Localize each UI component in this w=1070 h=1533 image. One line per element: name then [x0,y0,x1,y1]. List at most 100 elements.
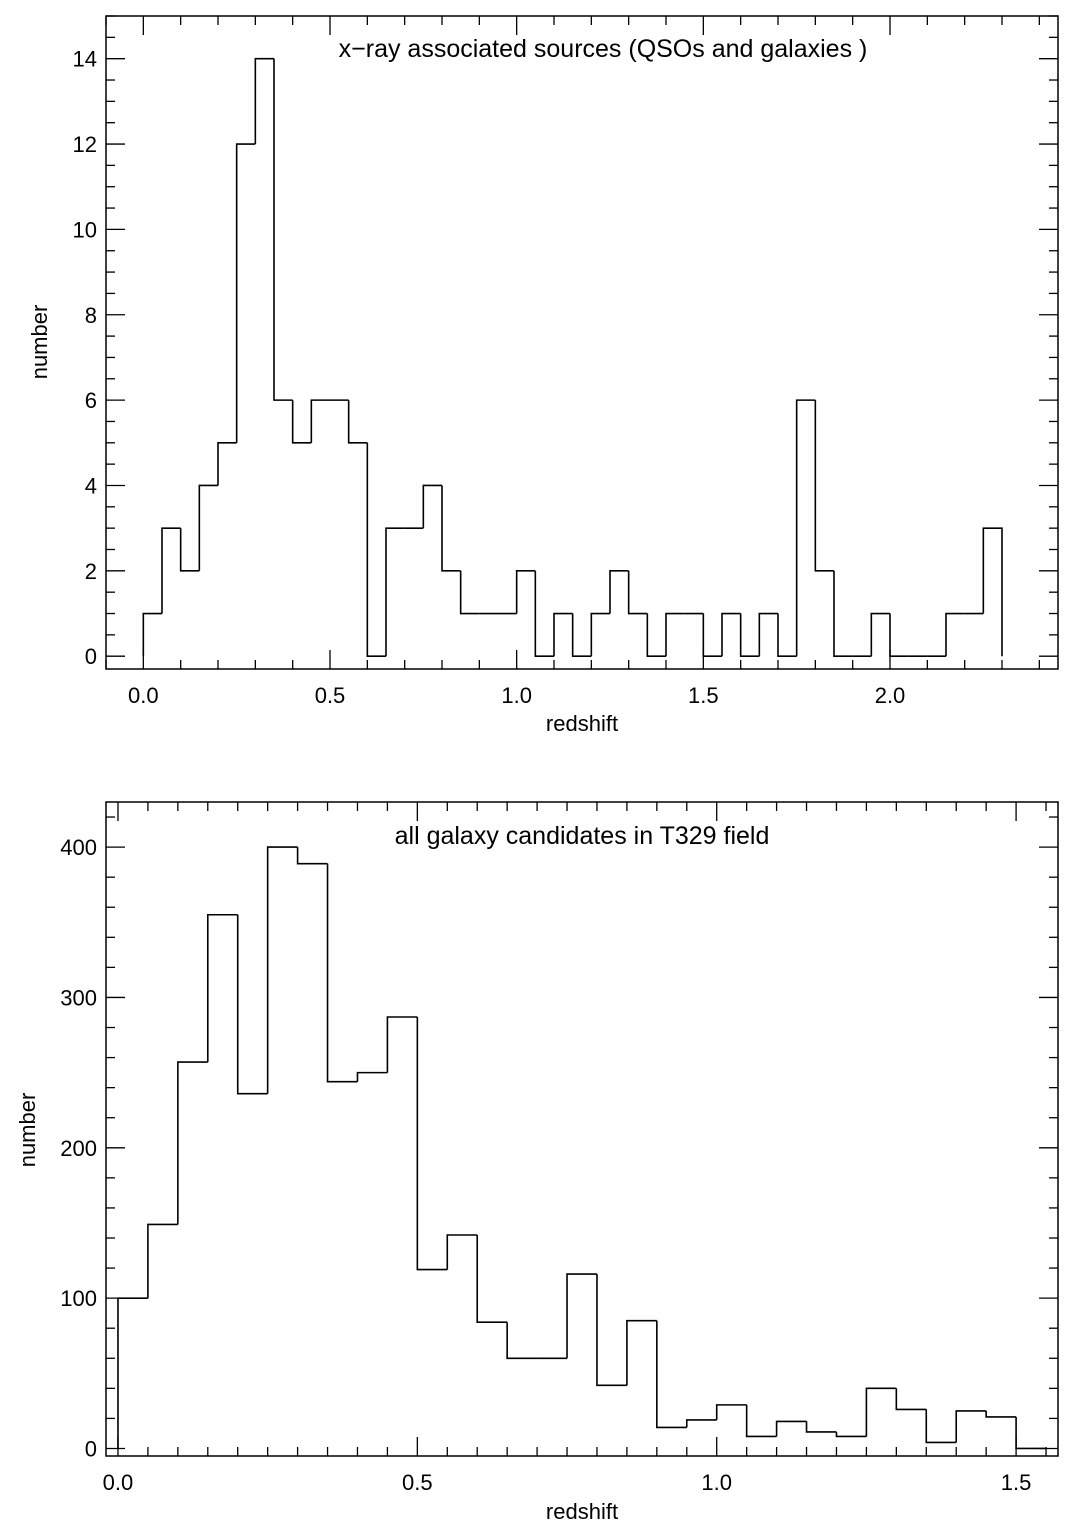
top-histogram-bin-13 [385,527,405,657]
top-y-tick-label: 2 [85,559,97,584]
top-y-axis-label: number [27,305,52,380]
top-histogram-bin-5 [235,143,256,443]
top-histogram-panel: x−ray associated sources (QSOs and galax… [27,15,1059,736]
bottom-x-axis-label: redshift [546,1499,618,1524]
bottom-histogram-panel: all galaxy candidates in T329 field reds… [15,801,1059,1524]
top-x-tick-label: 1.5 [688,683,719,708]
top-y-tick-label: 6 [85,388,97,413]
bottom-plot-frame [105,801,1059,1457]
top-histogram-bin-35 [795,399,816,657]
top-x-tick-label: 0.5 [315,683,346,708]
top-histogram-bin-27 [646,613,666,657]
top-histogram-bin-31 [721,612,741,657]
bottom-histogram-bin-20 [715,1404,747,1420]
top-y-tick-label: 4 [85,473,97,498]
top-histogram-bin-9 [310,399,330,443]
bottom-x-tick-label: 1.5 [1001,1470,1032,1495]
bottom-histogram-bin-8 [356,1071,388,1082]
top-histogram-bin-33 [758,612,778,657]
bottom-histogram-bin-12 [476,1234,508,1323]
bottom-y-tick-label: 0 [85,1436,97,1461]
bottom-histogram-bin-15 [566,1273,597,1359]
top-histogram-bin-20 [515,570,536,614]
top-histogram-bin-11 [347,400,368,444]
bottom-histogram-bin-16 [596,1274,627,1387]
bottom-histogram-bars [117,846,1047,1450]
top-histogram-bin-12 [366,442,386,657]
top-histogram-bin-23 [571,613,592,657]
bottom-histogram-bin-10 [416,1016,448,1271]
top-histogram-bin-17 [459,570,480,615]
bottom-histogram-bin-27 [925,1409,957,1444]
top-histogram-bin-28 [665,612,685,657]
bottom-x-tick-label: 0.0 [103,1470,134,1495]
top-x-tick-label: 0.0 [128,683,159,708]
top-histogram-bin-30 [702,613,722,657]
top-histogram-bin-32 [739,613,760,657]
bottom-x-tick-label: 0.5 [402,1470,433,1495]
bottom-y-tick-label: 100 [60,1286,97,1311]
top-histogram-bin-39 [870,612,890,657]
bottom-histogram-bin-0 [117,1297,148,1449]
top-chart-title: x−ray associated sources (QSOs and galax… [339,35,868,63]
top-histogram-bin-22 [553,612,573,657]
bottom-histogram-bin-13 [506,1322,538,1360]
bottom-histogram-bin-17 [626,1319,657,1386]
top-x-tick-labels: 0.0 0.5 1.0 1.5 2.0 [128,683,905,708]
bottom-histogram-bin-5 [266,846,298,1094]
top-histogram-bin-26 [627,570,648,615]
top-y-tick-labels: 0 2 4 6 8 10 12 14 [73,47,97,670]
top-y-tick-label: 0 [85,644,97,669]
bottom-histogram-bin-19 [685,1419,717,1428]
top-histogram-bin-37 [833,570,853,657]
bottom-histogram-bin-21 [745,1404,777,1438]
bottom-histogram-bin-24 [835,1431,867,1438]
top-plot-frame [105,15,1059,670]
bottom-histogram-bin-28 [955,1410,987,1443]
bottom-y-tick-labels: 0 100 200 300 400 [60,835,97,1461]
top-x-axis-label: redshift [546,711,618,736]
top-histogram-bin-34 [777,613,797,657]
bottom-x-tick-label: 1.0 [701,1470,732,1495]
top-histogram-bin-40 [889,613,909,657]
bottom-histogram-bin-11 [446,1234,478,1270]
bottom-y-axis-label: number [15,1093,40,1168]
bottom-histogram-bin-30 [1015,1416,1047,1450]
bottom-histogram-bin-29 [985,1410,1017,1418]
top-y-tick-label: 8 [85,303,97,328]
top-histogram-bin-15 [422,484,442,529]
top-x-tick-label: 2.0 [875,683,906,708]
bottom-histogram-bin-22 [775,1420,807,1437]
bottom-histogram-bin-2 [177,1061,208,1225]
top-histogram-bin-6 [254,57,274,145]
top-y-tick-label: 14 [73,47,97,72]
top-histogram-bin-4 [217,441,237,486]
bottom-y-tick-label: 400 [60,835,97,860]
top-histogram-bin-43 [945,612,965,657]
bottom-x-tick-labels: 0.0 0.5 1.0 1.5 [103,1470,1032,1495]
bottom-axis-ticks [106,802,1058,1456]
top-y-tick-label: 12 [73,132,97,157]
top-x-tick-label: 1.0 [501,683,532,708]
bottom-histogram-bin-9 [386,1016,418,1073]
top-histogram-bin-25 [609,570,629,614]
top-histogram-bin-7 [273,58,293,401]
top-histogram-bars [142,57,1003,657]
bottom-chart-title: all galaxy candidates in T329 field [395,822,770,850]
bottom-histogram-bin-18 [656,1320,687,1429]
bottom-histogram-bin-7 [326,863,358,1083]
top-histogram-bin-2 [179,528,200,572]
bottom-histogram-bin-26 [895,1388,927,1411]
bottom-histogram-bin-1 [147,1223,178,1299]
bottom-histogram-bin-25 [865,1387,897,1437]
bottom-y-tick-label: 200 [60,1136,97,1161]
top-histogram-bin-16 [441,485,461,572]
bottom-y-tick-label: 300 [60,985,97,1010]
top-histogram-bin-45 [982,527,1003,657]
bottom-histogram-bin-4 [236,914,268,1095]
top-histogram-bin-36 [814,400,834,572]
bottom-histogram-bin-6 [296,847,328,865]
top-histogram-bin-24 [590,612,610,657]
top-histogram-bin-8 [291,400,312,444]
